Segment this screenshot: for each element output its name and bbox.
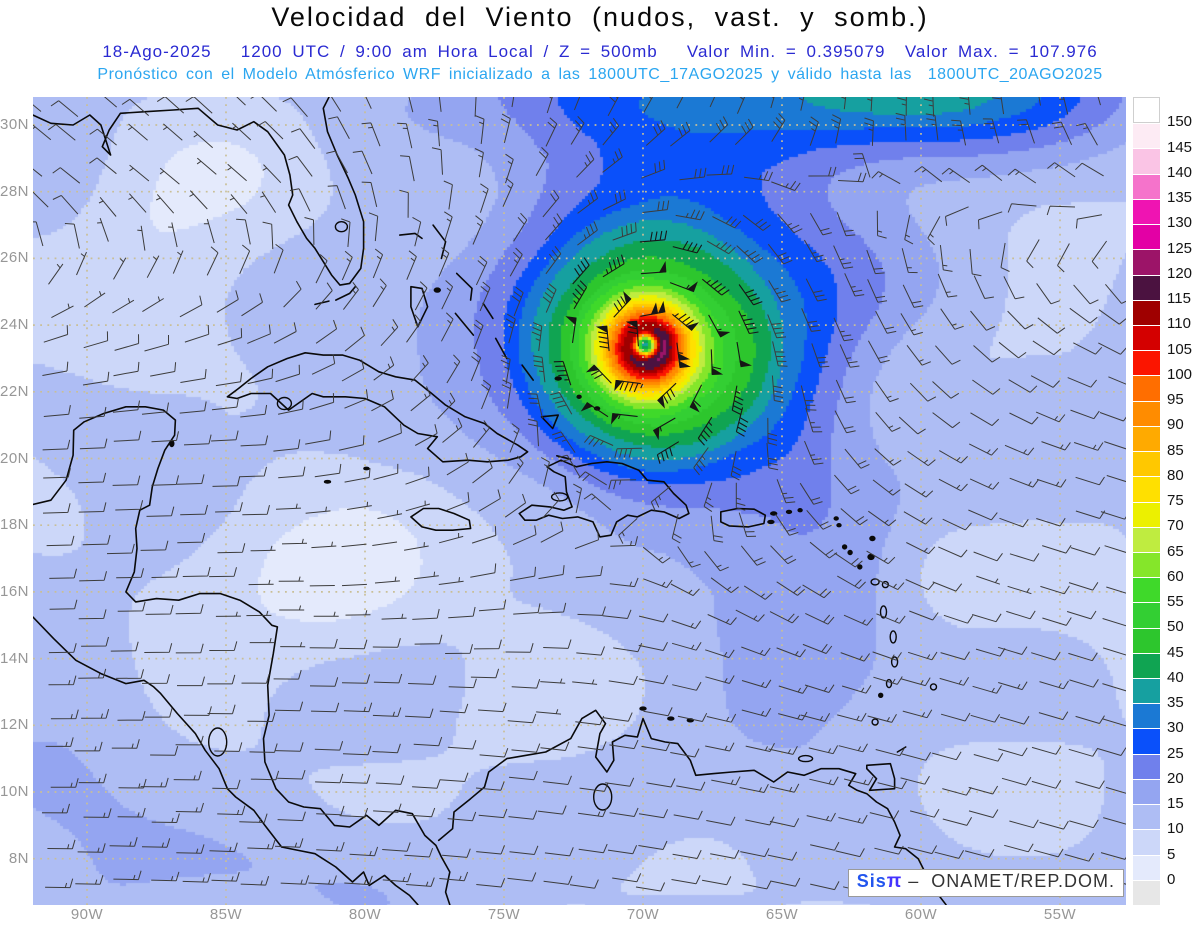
colorbar-cell bbox=[1133, 324, 1160, 351]
colorbar-tick-label: 120 bbox=[1167, 264, 1193, 282]
valid-time-subtitle: 18-Ago-2025 1200 UTC / 9:00 am Hora Loca… bbox=[102, 42, 1098, 61]
lat-tick-label: 22N bbox=[0, 382, 30, 400]
colorbar-cell bbox=[1133, 224, 1160, 250]
colorbar-cell bbox=[1133, 551, 1160, 578]
colorbar-tick-label: 20 bbox=[1167, 769, 1184, 787]
colorbar-tick-label: 125 bbox=[1167, 239, 1193, 257]
colorbar-tick-label: 45 bbox=[1167, 643, 1184, 661]
colorbar-cell bbox=[1133, 753, 1160, 779]
colorbar-cell bbox=[1133, 627, 1160, 653]
colorbar-tick-label: 110 bbox=[1167, 315, 1191, 333]
lon-tick-label: 65W bbox=[765, 906, 799, 923]
model-run-subtitle: Pronóstico con el Modelo Atmósferico WRF… bbox=[97, 66, 1103, 83]
colorbar-cell bbox=[1133, 198, 1160, 225]
colorbar-cell bbox=[1133, 249, 1160, 275]
colorbar-cell bbox=[1133, 400, 1160, 426]
lon-tick-label: 85W bbox=[209, 906, 243, 923]
colorbar-cell bbox=[1133, 526, 1160, 552]
colorbar-cell bbox=[1133, 148, 1160, 174]
colorbar-tick-label: 150 bbox=[1167, 113, 1193, 131]
colorbar-cell bbox=[1133, 778, 1160, 805]
colorbar-cell bbox=[1133, 451, 1160, 477]
colorbar-tick-label: 50 bbox=[1167, 618, 1184, 636]
colorbar-tick-label: 80 bbox=[1167, 466, 1184, 484]
colorbar-tick-label: 70 bbox=[1167, 517, 1184, 535]
colorbar-cell bbox=[1133, 703, 1160, 729]
lat-tick-label: 24N bbox=[0, 316, 30, 334]
colorbar-tick-label: 135 bbox=[1167, 189, 1193, 206]
lat-tick-label: 16N bbox=[0, 582, 30, 600]
lon-tick-label: 90W bbox=[70, 906, 104, 923]
colorbar-tick-label: 30 bbox=[1167, 719, 1184, 737]
lat-tick-label: 14N bbox=[0, 649, 30, 667]
colorbar-cell bbox=[1133, 476, 1160, 502]
lat-tick-label: 28N bbox=[0, 182, 30, 200]
colorbar-cell bbox=[1133, 375, 1160, 401]
colorbar-tick-label: 15 bbox=[1167, 795, 1184, 812]
colorbar-cell bbox=[1133, 577, 1160, 603]
colorbar-tick-label: 105 bbox=[1167, 340, 1193, 358]
colorbar-cell bbox=[1133, 678, 1160, 704]
lon-tick-label: 80W bbox=[348, 906, 382, 923]
map-overlay bbox=[33, 97, 1126, 905]
colorbar-cell bbox=[1133, 501, 1160, 527]
colorbar bbox=[1133, 97, 1160, 905]
lat-tick-label: 10N bbox=[0, 783, 30, 800]
colorbar-tick-label: 0 bbox=[1167, 870, 1176, 888]
colorbar-tick-label: 35 bbox=[1167, 694, 1184, 711]
colorbar-cell bbox=[1133, 652, 1160, 679]
colorbar-tick-label: 10 bbox=[1167, 820, 1184, 838]
colorbar-cell bbox=[1133, 97, 1160, 124]
colorbar-tick-label: 55 bbox=[1167, 593, 1184, 610]
colorbar-tick-label: 65 bbox=[1167, 542, 1184, 560]
lon-tick-label: 75W bbox=[487, 906, 521, 923]
colorbar-cell bbox=[1133, 274, 1160, 300]
lon-tick-label: 60W bbox=[904, 906, 938, 923]
colorbar-cell bbox=[1133, 425, 1160, 452]
colorbar-cell bbox=[1133, 299, 1160, 325]
wind-speed-shading-canvas bbox=[33, 97, 1126, 905]
map-area: Sisπ – ONAMET/REP.DOM. bbox=[33, 97, 1126, 905]
colorbar-tick-label: 95 bbox=[1167, 391, 1184, 408]
colorbar-tick-label: 5 bbox=[1167, 845, 1176, 863]
colorbar-cell bbox=[1133, 602, 1160, 628]
lon-tick-label: 70W bbox=[626, 906, 660, 923]
colorbar-cell bbox=[1133, 728, 1160, 754]
page-title: Velocidad del Viento (nudos, vast. y som… bbox=[271, 2, 929, 32]
colorbar-cell bbox=[1133, 173, 1160, 199]
colorbar-tick-label: 40 bbox=[1167, 668, 1184, 686]
colorbar-cell bbox=[1133, 829, 1160, 855]
lat-tick-label: 12N bbox=[0, 716, 30, 734]
colorbar-tick-label: 100 bbox=[1167, 365, 1193, 383]
lat-tick-label: 26N bbox=[0, 249, 30, 267]
lat-tick-label: 8N bbox=[8, 849, 29, 867]
colorbar-tick-label: 130 bbox=[1167, 214, 1193, 232]
lat-tick-label: 30N bbox=[0, 116, 30, 133]
colorbar-cell bbox=[1133, 854, 1160, 880]
colorbar-tick-label: 85 bbox=[1167, 441, 1184, 459]
colorbar-tick-label: 60 bbox=[1167, 567, 1184, 585]
colorbar-tick-label: 25 bbox=[1167, 744, 1184, 762]
lat-tick-label: 18N bbox=[0, 516, 30, 534]
colorbar-cell bbox=[1133, 123, 1160, 149]
colorbar-tick-label: 140 bbox=[1167, 163, 1193, 181]
lon-tick-label: 55W bbox=[1043, 906, 1077, 923]
sispi-logo-text: Sis bbox=[856, 871, 887, 891]
lat-tick-label: 20N bbox=[0, 449, 30, 467]
colorbar-cell bbox=[1133, 804, 1160, 830]
colorbar-cell bbox=[1133, 350, 1160, 376]
credit-text: – ONAMET/REP.DOM. bbox=[902, 871, 1115, 891]
colorbar-tick-label: 145 bbox=[1167, 138, 1193, 156]
colorbar-cell bbox=[1133, 879, 1160, 905]
colorbar-tick-label: 90 bbox=[1167, 416, 1184, 434]
colorbar-tick-label: 75 bbox=[1167, 492, 1184, 509]
colorbar-tick-label: 115 bbox=[1167, 290, 1191, 307]
credit-badge: Sisπ – ONAMET/REP.DOM. bbox=[847, 869, 1124, 897]
pi-icon: π bbox=[886, 871, 903, 892]
